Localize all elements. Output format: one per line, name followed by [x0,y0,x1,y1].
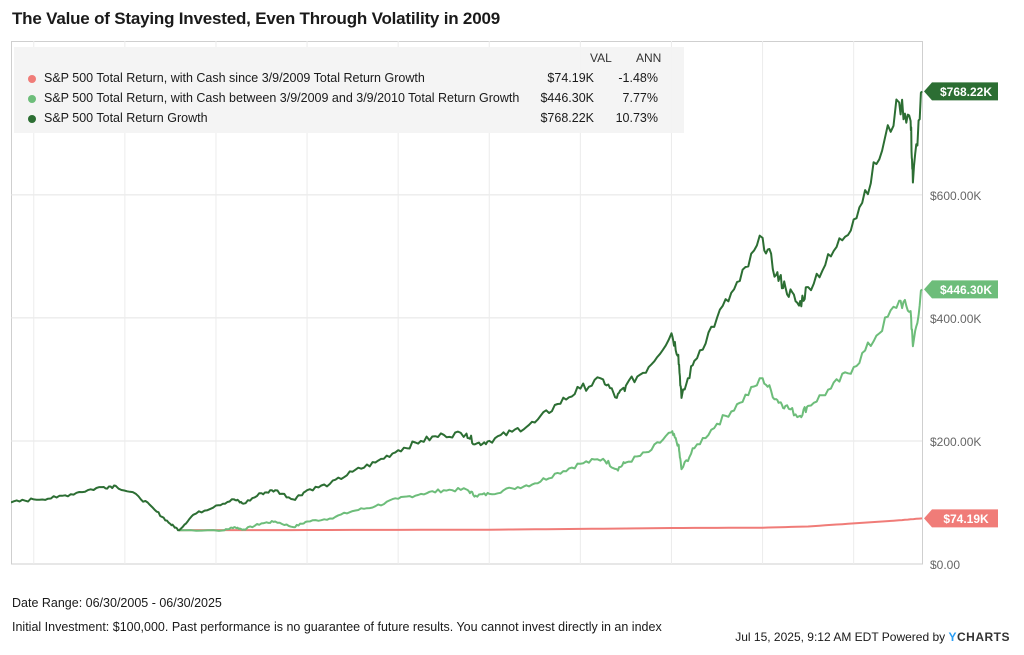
legend: VAL ANN S&P 500 Total Return, with Cash … [14,47,684,133]
series-line [11,90,923,532]
date-range: Date Range: 06/30/2005 - 06/30/2025 [12,596,222,610]
ycharts-logo-y: Y [948,630,957,644]
chart-title: The Value of Staying Invested, Even Thro… [12,9,500,28]
end-value-label: $768.22K [940,85,992,99]
attribution: Jul 15, 2025, 9:12 AM EDT Powered by YCH… [735,630,1010,644]
y-tick-label: $600.00K [930,189,981,203]
disclaimer: Initial Investment: $100,000. Past perfo… [12,620,662,634]
legend-item-val: $74.19K [547,71,594,85]
ycharts-logo-text: CHARTS [957,630,1010,644]
end-value-tag [924,509,998,528]
legend-header-val: VAL [590,51,612,65]
ycharts-logo: YCHARTS [948,630,1010,644]
legend-item-ann: 10.73% [615,111,658,125]
end-value-label: $74.19K [943,512,989,526]
legend-item: S&P 500 Total Return, with Cash since 3/… [14,69,684,89]
legend-header-ann: ANN [636,51,662,65]
y-tick-label: $200.00K [930,435,981,449]
legend-item-ann: 7.77% [622,91,658,105]
legend-marker-icon [28,75,36,83]
legend-marker-icon [28,115,36,123]
legend-item: S&P 500 Total Return, with Cash between … [14,89,684,109]
end-value-label: $446.30K [940,283,992,297]
legend-item-val: $768.22K [540,111,594,125]
legend-item-val: $446.30K [540,91,594,105]
series-line [179,517,923,532]
series-line [179,288,923,532]
legend-item: S&P 500 Total Return Growth $768.22K 10.… [14,109,684,129]
end-value-tag [924,280,998,299]
legend-item-label: S&P 500 Total Return, with Cash between … [44,91,520,105]
y-tick-label: $0.00 [930,558,960,569]
legend-item-label: S&P 500 Total Return Growth [44,111,208,125]
timestamp: Jul 15, 2025, 9:12 AM EDT Powered by [735,630,946,644]
y-tick-label: $400.00K [930,312,981,326]
plot-border [11,41,923,565]
end-value-tag [924,82,998,101]
legend-item-ann: -1.48% [618,71,658,85]
legend-marker-icon [28,95,36,103]
legend-item-label: S&P 500 Total Return, with Cash since 3/… [44,71,425,85]
